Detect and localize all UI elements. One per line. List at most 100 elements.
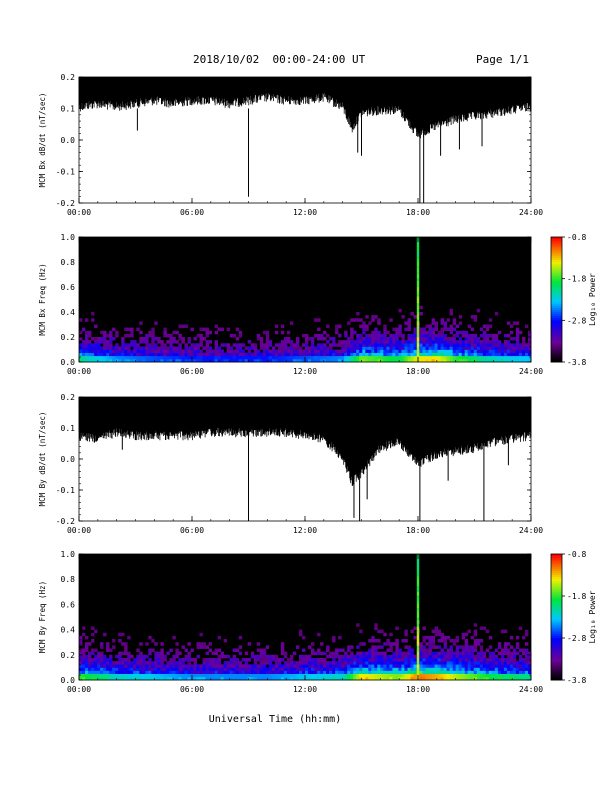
spectrogram-cell — [404, 661, 408, 665]
spectrogram-cell — [335, 670, 339, 674]
spectrogram-cell — [428, 661, 432, 665]
spectrogram-cell — [467, 355, 472, 360]
colorbar-step — [551, 585, 562, 589]
colorbar-step — [551, 316, 562, 319]
spectrogram-cell — [365, 676, 369, 681]
spectrogram-cell — [488, 358, 493, 363]
spectrogram-cell — [256, 670, 261, 674]
spectrogram-cell — [365, 352, 369, 357]
storm-line-cell — [416, 563, 420, 567]
spectrogram-cell — [196, 358, 200, 363]
spectrogram-cell — [518, 352, 523, 357]
x-tick-label: 12:00 — [293, 208, 317, 217]
spectrogram-cell — [82, 654, 86, 659]
spectrogram-cell — [380, 661, 384, 665]
spectrogram-cell — [479, 343, 484, 347]
spectrogram-cell — [528, 670, 532, 674]
spectrogram-cell — [368, 676, 372, 681]
spectrogram-cell — [124, 355, 128, 360]
colorbar-step — [551, 312, 562, 315]
spectrogram-cell — [371, 333, 375, 338]
spectrogram-cell — [374, 333, 378, 338]
spectrogram-cell — [473, 315, 478, 319]
spectrogram-cell — [277, 661, 282, 665]
spectrogram-cell — [522, 664, 526, 668]
spectrogram-cell — [522, 676, 526, 681]
spectrogram-cell — [380, 343, 384, 347]
spectrogram-cell — [217, 635, 221, 640]
spectrogram-cell — [317, 658, 321, 662]
spectrogram-cell — [515, 358, 520, 363]
storm-line-cell — [416, 287, 420, 291]
spectrogram-cell — [386, 654, 390, 659]
spectrogram-cell — [157, 670, 161, 674]
spectrogram-cell — [359, 670, 363, 674]
spectrogram-cell — [512, 667, 517, 671]
spectrogram-cell — [371, 349, 375, 353]
spectrogram-cell — [525, 629, 529, 634]
spectrogram-cell — [85, 346, 89, 350]
spectrogram-cell — [85, 664, 89, 668]
spectrogram-cell — [350, 661, 354, 665]
panel-1: 0.20.10.0-0.1-0.200:00 06:00 12:00 18:00 24:… — [38, 73, 543, 217]
spectrogram-cell — [470, 667, 475, 671]
spectrogram-cell — [449, 352, 453, 357]
spectrogram-cell — [223, 667, 227, 671]
spectrogram-cell — [253, 343, 258, 347]
spectrogram-cell — [124, 343, 128, 347]
spectrogram-cell — [413, 661, 417, 665]
spectrogram-cell — [265, 349, 270, 353]
spectrogram-cell — [464, 632, 469, 637]
spectrogram-cell — [425, 635, 429, 640]
spectrogram-cell — [362, 346, 366, 350]
spectrogram-cell — [485, 346, 490, 350]
spectrogram-cell — [172, 667, 176, 671]
spectrogram-cell — [235, 664, 240, 668]
spectrogram-cell — [344, 330, 348, 335]
spectrogram-cell — [121, 661, 125, 665]
spectrogram-cell — [133, 358, 137, 363]
y-axis-label: MCM Bx dB/dt (nT/sec) — [38, 93, 47, 188]
spectrogram-cell — [247, 340, 252, 344]
spectrogram-cell — [305, 664, 309, 668]
spectrogram-cell — [127, 676, 131, 681]
colorbar-step — [551, 575, 562, 578]
spectrogram-cell — [259, 667, 264, 671]
colorbar-tick-label: -3.8 — [567, 676, 586, 685]
spectrogram-cell — [332, 651, 336, 656]
spectrogram-cell — [247, 676, 252, 681]
spectrogram-cell — [440, 639, 444, 643]
spectrogram-cell — [79, 635, 83, 640]
spectrogram-cell — [380, 340, 384, 344]
spectrogram-cell — [503, 661, 508, 665]
spectrogram-cell — [455, 676, 460, 681]
spectrogram-cell — [145, 642, 149, 646]
spectrogram-cell — [452, 667, 457, 671]
spectrogram-cell — [395, 346, 399, 350]
spectrogram-cell — [323, 661, 327, 665]
spectrogram-cell — [395, 352, 399, 357]
spectrogram-cell — [181, 673, 185, 678]
spectrogram-cell — [317, 337, 321, 341]
spectrogram-cell — [512, 355, 517, 360]
spectrogram-cell — [253, 352, 258, 357]
spectrogram-cell — [488, 346, 493, 350]
spectrogram-cell — [422, 648, 426, 652]
spectrogram-cell — [338, 340, 342, 344]
spectrogram-cell — [238, 651, 243, 656]
spectrogram-cell — [528, 333, 532, 338]
spectrogram-cell — [368, 667, 372, 671]
spectrogram-cell — [196, 355, 200, 360]
spectrogram-cell — [470, 635, 475, 640]
spectrogram-cell — [262, 648, 267, 652]
spectrogram-cell — [136, 667, 140, 671]
spectrogram-cell — [91, 343, 95, 347]
spectrogram-cell — [506, 346, 511, 350]
spectrogram-cell — [160, 670, 164, 674]
spectrogram-cell — [515, 327, 520, 332]
spectrogram-cell — [187, 349, 191, 353]
spectrogram-cell — [136, 664, 140, 668]
spectrogram-cell — [503, 358, 508, 363]
spectrogram-cell — [422, 639, 426, 643]
spectrogram-cell — [440, 343, 444, 347]
